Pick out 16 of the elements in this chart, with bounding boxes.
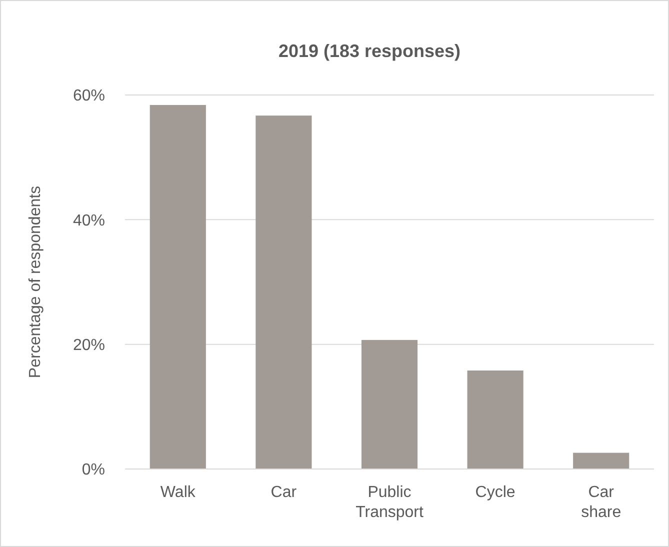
bar <box>467 370 524 469</box>
y-tick-label: 20% <box>72 336 105 354</box>
y-axis-title: Percentage of respondents <box>27 186 44 378</box>
x-tick-label: Cycle <box>475 484 516 501</box>
bar <box>256 116 312 469</box>
bar <box>573 452 630 469</box>
bar <box>150 104 206 469</box>
bar <box>361 340 418 469</box>
chart-title: 2019 (183 responses) <box>278 41 461 61</box>
y-tick-label: 60% <box>72 88 105 105</box>
y-tick-label: 0% <box>82 462 105 479</box>
x-tick-label: Walk <box>160 484 196 501</box>
y-tick-label: 40% <box>72 212 105 230</box>
x-tick-label: Car <box>270 484 298 501</box>
x-tick-label: Car share <box>581 484 622 521</box>
x-tick-label: Public Transport <box>356 484 424 521</box>
